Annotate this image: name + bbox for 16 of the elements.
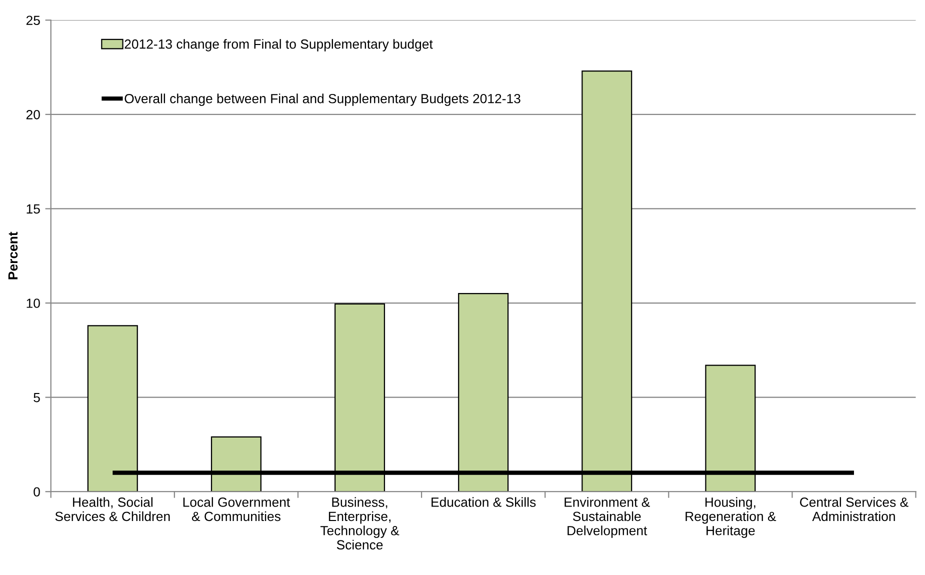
- x-tick-label: Housing, Regeneration & Heritage: [686, 497, 776, 538]
- y-tick-label: 10: [26, 298, 40, 308]
- legend-label: 2012-13 change from Final to Supplementary budget: [124, 39, 433, 52]
- legend-label: Overall change between Final and Supplementary Budgets 2012-13: [124, 94, 520, 106]
- y-tick-label: 15: [26, 204, 40, 214]
- y-axis-title: Percent: [8, 232, 18, 280]
- x-tick-label: Central Services & Administration: [800, 497, 908, 522]
- y-tick-label: 20: [26, 110, 40, 120]
- x-tick-label: Health, Social Services & Children: [55, 497, 170, 522]
- x-tick-label: Business, Enterprise, Technology & Science: [320, 497, 400, 550]
- y-tick-label: 0: [34, 487, 40, 497]
- x-tick-label: Environment & Sustainable Delvelopment: [564, 497, 650, 538]
- y-tick-label: 25: [26, 16, 40, 26]
- x-tick-label: Local Government & Communities: [183, 497, 290, 522]
- x-tick-label: Education & Skills: [432, 497, 536, 507]
- y-tick-label: 5: [34, 393, 40, 402]
